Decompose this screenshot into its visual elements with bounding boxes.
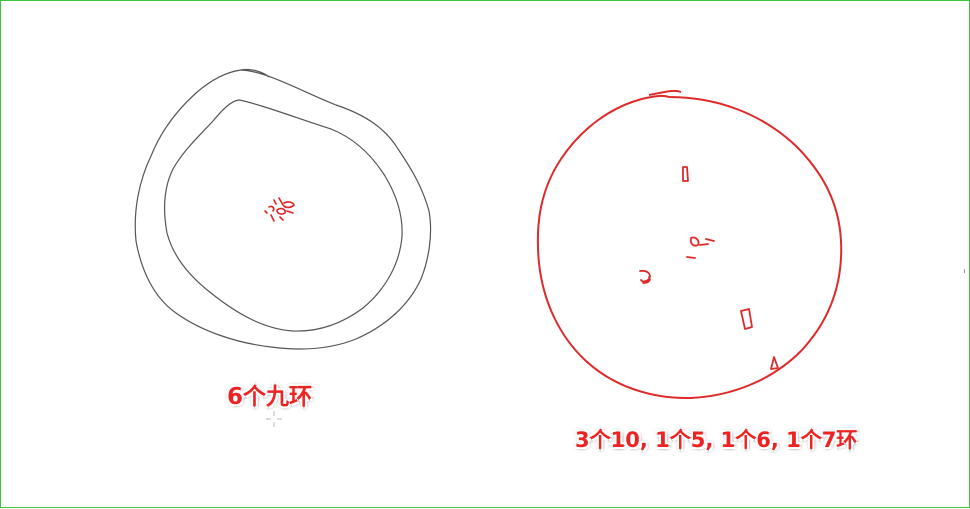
canvas-resize-handle[interactable] xyxy=(964,269,970,273)
left-target-shot-cluster xyxy=(264,197,295,222)
right-shot-mark-left xyxy=(639,269,651,284)
left-shot-mark xyxy=(273,199,277,205)
right-shot-mark-center xyxy=(689,236,700,247)
left-shot-mark xyxy=(264,210,268,214)
left-target-outer-ring xyxy=(134,68,432,350)
right-shot-mark-center xyxy=(705,238,715,242)
right-shot-mark-bottom xyxy=(770,356,779,370)
right-shot-mark-center xyxy=(686,256,696,259)
left-target-caption: 6个九环 xyxy=(227,384,313,410)
crosshair-cursor-icon xyxy=(266,411,282,427)
left-target-inner-ring xyxy=(163,99,403,332)
right-target-caption: 3个10, 1个5, 1个6, 1个7环 xyxy=(575,428,858,452)
left-shot-mark xyxy=(279,216,284,221)
right-target-outer-ring xyxy=(536,89,843,400)
right-shot-mark-lower xyxy=(740,308,753,330)
right-target-shot-marks xyxy=(639,166,779,370)
left-shot-mark xyxy=(276,207,286,215)
left-shot-mark xyxy=(283,201,295,209)
right-shot-mark-top xyxy=(682,166,689,182)
left-shot-mark xyxy=(268,205,275,212)
right-shot-mark-center xyxy=(699,243,709,246)
left-shot-mark xyxy=(286,210,294,214)
left-shot-mark xyxy=(270,214,275,222)
left-shot-mark xyxy=(278,197,284,206)
